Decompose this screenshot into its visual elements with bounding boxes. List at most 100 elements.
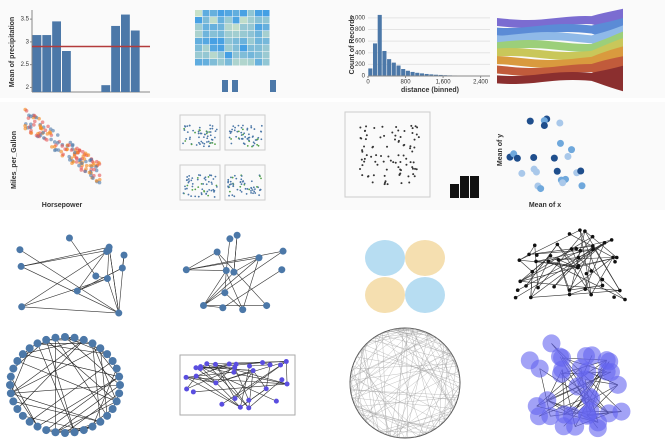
heat-cell	[247, 52, 255, 59]
point	[184, 188, 187, 190]
point	[92, 167, 96, 172]
heat-cell	[202, 59, 210, 66]
heat-cell	[262, 38, 270, 45]
node	[6, 389, 15, 398]
point	[191, 188, 194, 191]
edge	[77, 278, 108, 292]
node	[237, 404, 243, 410]
heat-cell	[225, 52, 232, 59]
edge	[367, 332, 427, 343]
point	[52, 144, 57, 149]
heat-cell	[202, 10, 210, 17]
point	[36, 134, 40, 138]
point	[184, 125, 187, 128]
node	[73, 287, 81, 295]
edge	[355, 396, 459, 407]
point	[73, 150, 77, 155]
point	[373, 126, 376, 129]
edge	[233, 235, 238, 273]
point	[411, 150, 414, 153]
edge	[395, 328, 455, 408]
node	[273, 398, 279, 404]
point	[74, 160, 79, 164]
edge	[352, 365, 365, 421]
point	[372, 145, 375, 148]
point	[361, 174, 364, 177]
heat-cell	[217, 31, 225, 38]
axis-title: Count of Records	[349, 16, 356, 75]
edge	[107, 250, 110, 279]
bar	[401, 69, 406, 76]
edge	[410, 328, 454, 409]
stream-band	[497, 31, 623, 58]
edge	[55, 337, 108, 417]
node	[278, 266, 286, 274]
edge	[64, 336, 121, 386]
panel	[179, 114, 221, 151]
point	[201, 188, 204, 191]
heat-cell	[255, 31, 262, 38]
node	[548, 253, 553, 258]
node	[530, 269, 535, 274]
point	[243, 132, 246, 135]
edge	[351, 328, 410, 372]
node	[33, 422, 42, 431]
edge	[424, 331, 455, 409]
bar	[419, 73, 425, 76]
edge	[234, 367, 250, 401]
point	[372, 174, 375, 177]
node	[534, 259, 538, 264]
node	[88, 339, 97, 348]
bar	[429, 74, 434, 76]
stream-band	[497, 56, 623, 82]
heat-cell	[240, 59, 247, 66]
point	[240, 126, 243, 129]
point	[200, 140, 203, 143]
node	[571, 358, 590, 377]
heat-cell	[217, 38, 225, 45]
edge	[186, 367, 235, 390]
point	[208, 174, 211, 177]
node	[263, 302, 271, 310]
node	[569, 247, 574, 251]
edge	[352, 397, 454, 409]
bar	[387, 59, 392, 76]
point	[86, 153, 91, 157]
heat-cell	[240, 38, 247, 45]
point	[199, 132, 202, 135]
edge	[21, 249, 109, 267]
edge	[55, 401, 117, 433]
edge	[381, 417, 448, 433]
edge	[92, 368, 117, 427]
point	[60, 144, 65, 148]
panel	[179, 164, 221, 201]
point	[199, 174, 202, 177]
edge	[37, 376, 120, 427]
edge	[224, 292, 243, 310]
point	[412, 173, 415, 176]
edge	[391, 384, 461, 437]
node	[79, 335, 88, 344]
node	[42, 426, 51, 435]
heat-cell	[210, 31, 217, 38]
edge	[64, 393, 120, 434]
point	[200, 193, 203, 196]
edge	[356, 356, 460, 376]
node	[532, 243, 537, 248]
point	[409, 161, 412, 164]
edge	[350, 335, 434, 378]
edge	[532, 255, 551, 272]
node	[591, 244, 595, 248]
node	[584, 271, 589, 276]
point	[184, 140, 187, 142]
node	[553, 348, 572, 367]
node	[529, 407, 548, 426]
heat-cell	[225, 24, 232, 31]
point	[376, 163, 379, 166]
point	[399, 169, 402, 172]
node	[555, 242, 560, 247]
edge	[515, 239, 612, 298]
heat-cell	[210, 45, 217, 52]
edge	[360, 350, 392, 437]
heat-cell	[255, 24, 262, 31]
